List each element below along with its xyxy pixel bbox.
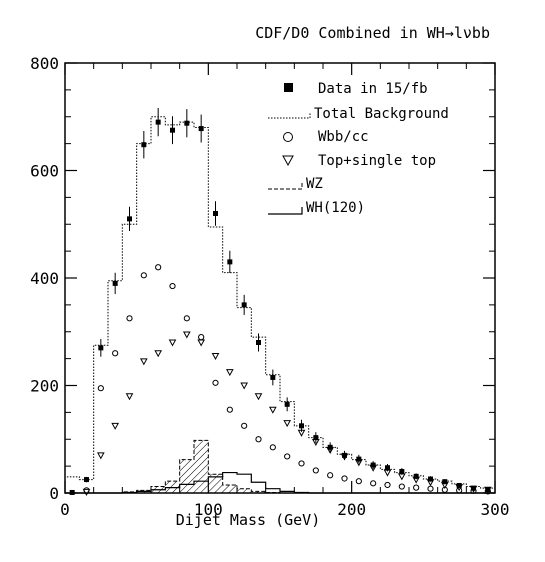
y-tick-label: 600 [30,162,59,181]
data-point [227,259,233,265]
top-point [240,382,249,390]
data-point [170,127,175,133]
data-point [284,401,290,407]
wbb-point [341,475,348,482]
top-point [254,393,263,401]
data-point [98,345,104,351]
top-point [197,339,206,347]
wbb-point [284,453,291,460]
wbb-point [155,264,162,271]
data-point [342,452,347,458]
data-point [198,126,204,132]
legend-top-marker [282,155,294,167]
top-point [111,422,120,430]
y-tick-label: 800 [30,54,59,73]
data-point [112,280,118,286]
wbb-point [370,480,377,487]
legend-data-marker [284,83,293,92]
axes: 0 100 200 300 0 200 400 600 800 [30,54,509,519]
top-point [96,452,105,460]
wbb-point [198,334,205,341]
wbb-point [97,385,104,392]
data-point [155,119,161,125]
wbb-point [169,282,176,290]
top-point [268,406,277,414]
x-tick-label: 0 [60,500,70,519]
wbb-point [212,379,219,386]
data-point [127,216,132,222]
data-point [141,142,147,148]
data-point [356,456,362,462]
x-tick-label: 200 [337,500,366,519]
top-point [168,339,177,347]
data-point [485,487,491,493]
data-point [184,120,190,126]
wbb-point [327,472,334,479]
chart-title: CDF/D0 Combined in WH→lνbb [255,24,490,42]
wbb-point [355,478,362,485]
data-point [456,482,462,488]
data-point [256,340,261,345]
data-point [399,469,405,474]
top-point [283,420,292,428]
data-point [84,477,89,483]
wbb-point [413,484,420,491]
wbb-point [312,467,319,474]
legend-data-label: Data in 15/fb [318,81,428,97]
wbb-point [298,460,305,467]
wbb-point [384,481,391,489]
top-point [125,393,134,401]
data-point [270,374,276,380]
data-point [241,302,247,308]
data-point [442,479,448,485]
x-tick-label: 100 [194,500,223,519]
y-tick-label: 400 [30,269,59,288]
legend-wz-label: WZ [306,176,323,192]
y-tick-label: 0 [49,484,59,503]
data-point [327,444,333,450]
wbb-point [226,406,233,413]
wbb-point [269,444,276,451]
plot-frame [64,62,496,494]
data-point [299,423,304,429]
top-point [139,358,148,366]
data-point [385,465,390,471]
wbb-point [241,422,248,429]
total-background-histogram [64,116,496,493]
wbb-point [183,315,190,322]
top-point [82,488,91,496]
top-point [211,352,220,360]
data-point [471,485,476,491]
x-axis-label: Dijet Mass (GeV) [176,511,321,529]
top-point [182,331,191,339]
legend-top-label: Top+single top [318,153,436,169]
wbb-point [255,436,262,443]
data-point [413,473,419,479]
wbb-point [140,272,147,279]
wbb-point [427,485,434,492]
data-point [370,462,376,468]
legend-wbb-label: Wbb/cc [318,129,369,145]
data-point [428,476,433,482]
legend-total-label: Total Background [314,106,449,122]
wbb-point [126,315,133,322]
plot-area [64,108,496,496]
x-tick-label: 300 [481,500,510,519]
y-tick-label: 200 [30,377,59,396]
legend-wbb-marker [283,132,293,142]
wbb-point [112,350,119,357]
top-point [225,369,234,377]
data-point [313,435,319,441]
legend: Data in 15/fb Total Background Wbb/cc To… [268,81,449,216]
wbb-point [398,483,405,490]
legend-total-line [268,112,311,119]
legend-wh-label: WH(120) [306,200,365,216]
legend-wz-line [268,183,303,190]
legend-wh-line [268,207,303,215]
top-point [154,350,163,358]
data-point [213,211,218,216]
